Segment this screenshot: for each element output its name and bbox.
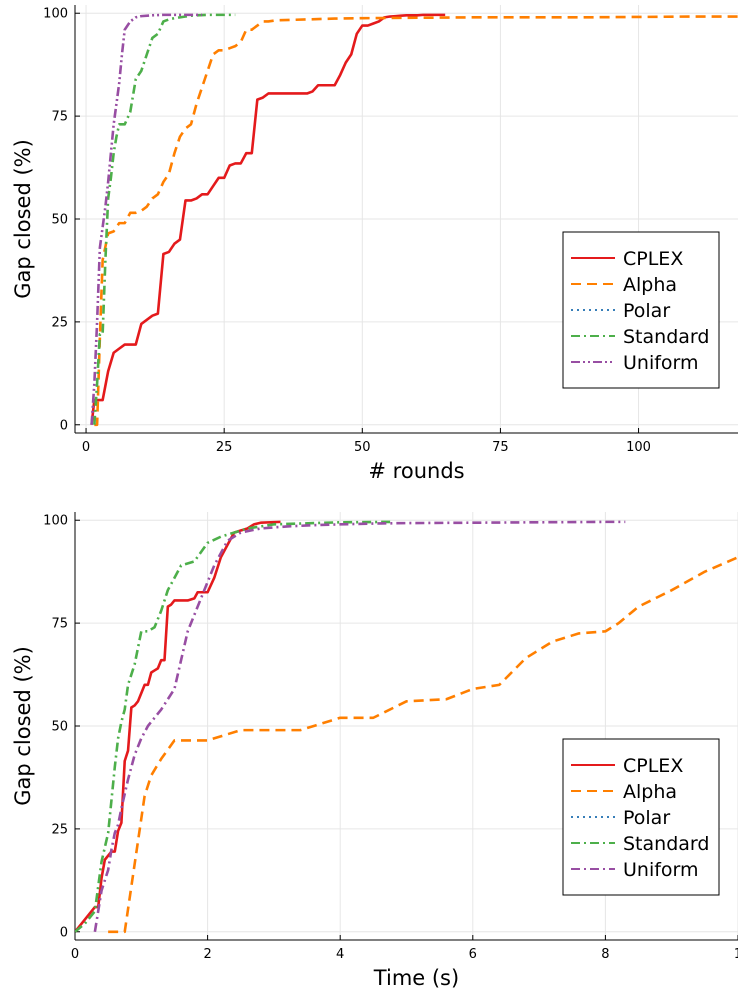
- legend-label-uniform: Uniform: [623, 352, 699, 374]
- chart-panel-1: 0 25 50 75 100 0 25 50 75 100 # rounds Gap closed (…: [11, 5, 738, 483]
- series-line-cplex: [90, 13, 446, 425]
- legend-label-standard: Standard: [623, 326, 709, 348]
- series-line-standard: [93, 13, 236, 425]
- x-tick-label: 75: [492, 440, 509, 455]
- y-tick-label: 25: [51, 822, 68, 837]
- y-tick-label: 0: [60, 925, 68, 940]
- series-line-cplex: [75, 520, 281, 933]
- legend-label-uniform: Uniform: [623, 859, 699, 881]
- x-tick-label: 1: [734, 947, 738, 962]
- series-line-alpha: [94, 15, 738, 427]
- series-line-uniform: [93, 520, 626, 932]
- y-tick-label: 0: [60, 418, 68, 433]
- y-tick-label: 25: [51, 315, 68, 330]
- legend-label-cplex: CPLEX: [623, 248, 683, 270]
- series-line-uniform: [90, 13, 203, 425]
- legend-label-alpha: Alpha: [623, 274, 677, 296]
- x-tick-label: 4: [336, 947, 344, 962]
- y-tick-label: 75: [51, 110, 68, 125]
- legend-label-polar: Polar: [623, 807, 670, 829]
- legend-label-cplex: CPLEX: [623, 755, 683, 777]
- x-tick-label: 25: [216, 440, 233, 455]
- x-tick-label: 100: [626, 440, 651, 455]
- series-line-alpha: [108, 556, 738, 934]
- y-tick-label: 50: [51, 720, 68, 735]
- legend: CPLEX Alpha Polar Standard Uniform: [562, 231, 720, 389]
- y-tick-label: 100: [43, 514, 68, 529]
- y-axis-label: Gap closed (%): [11, 646, 35, 806]
- x-tick-label: 8: [601, 947, 609, 962]
- legend-label-standard: Standard: [623, 833, 709, 855]
- x-tick-label: 6: [469, 947, 477, 962]
- y-axis-label: Gap closed (%): [11, 139, 35, 299]
- y-tick-label: 75: [51, 617, 68, 632]
- x-axis-label: Time (s): [373, 966, 459, 990]
- x-tick-label: 2: [203, 947, 211, 962]
- legend-label-polar: Polar: [623, 300, 670, 322]
- legend-label-alpha: Alpha: [623, 781, 677, 803]
- series-line-standard: [75, 520, 394, 933]
- y-tick-label: 100: [43, 7, 68, 22]
- x-tick-label: 50: [354, 440, 371, 455]
- y-tick-label: 50: [51, 213, 68, 228]
- chart-panel-2: 0246810255075100Time (s)Gap closed (%)CP…: [11, 512, 738, 990]
- legend: CPLEX Alpha Polar Standard Uniform: [562, 738, 720, 896]
- x-tick-label: 0: [71, 947, 79, 962]
- x-tick-label: 0: [82, 440, 90, 455]
- x-axis-label: # rounds: [368, 459, 464, 483]
